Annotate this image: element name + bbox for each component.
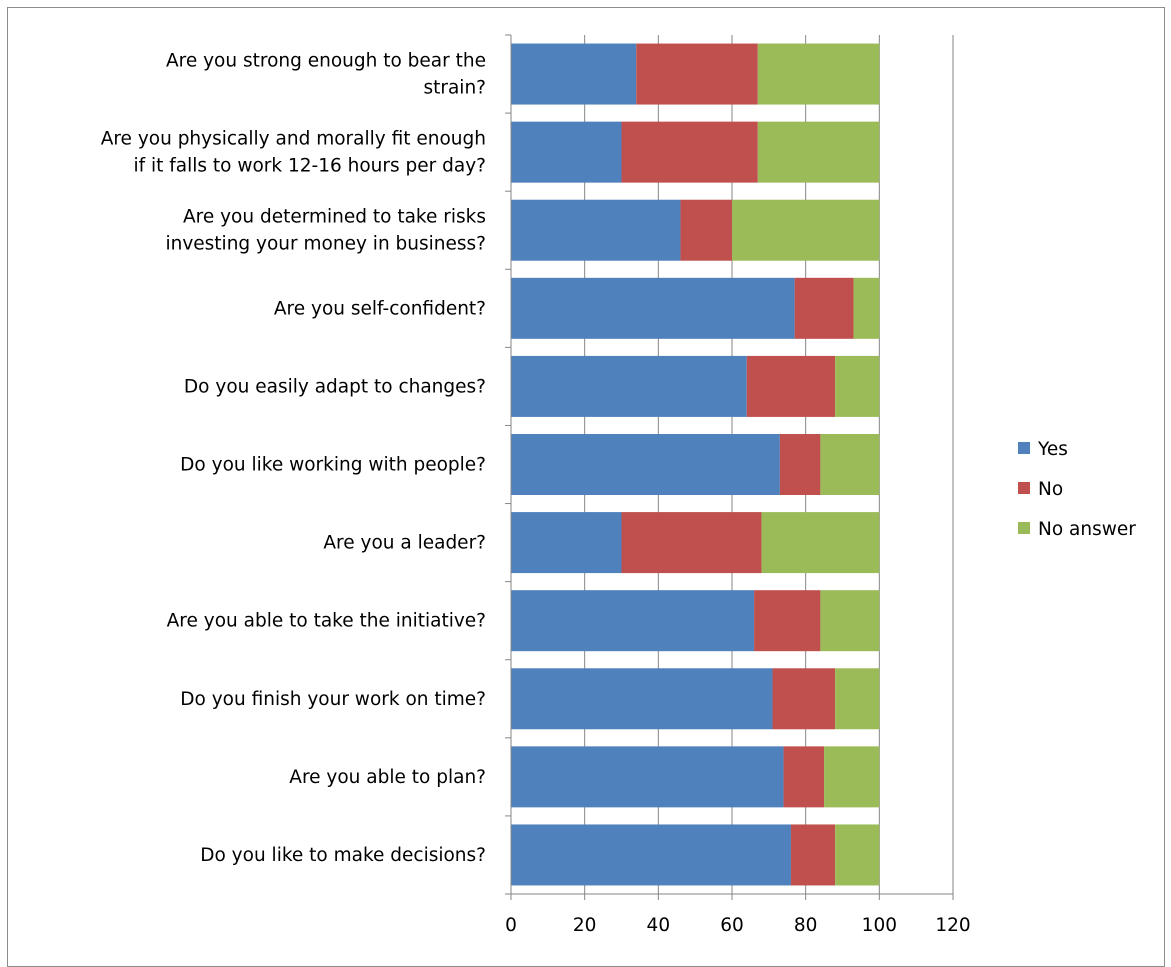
x-tick-label: 40 [647,915,671,936]
bar-no [779,434,821,495]
category-label: Are you a leader? [323,533,486,554]
category-label-line: Are you able to take the initiative? [167,611,486,632]
category-label-line: Are you physically and morally fit enoug… [101,129,486,150]
x-tick-label: 0 [505,915,517,936]
legend-swatch [1018,482,1030,494]
bar-no [790,824,836,886]
x-tick-labels: 0 20 40 60 80 100 120 [505,915,971,936]
category-labels: Are you strong enough to bear the strain?… [101,51,486,866]
bar-no-answer [757,43,880,105]
bar-yes [511,199,681,261]
bar-no [772,668,836,730]
bar-no-answer [835,668,880,730]
category-label-line: if it falls to work 12-16 hours per day? [133,156,486,177]
category-label-line: Do you easily adapt to changes? [184,376,486,397]
bar-no [794,277,854,339]
legend-swatch [1018,522,1030,534]
bar-no-answer [761,512,880,574]
axes [505,34,954,900]
category-label: Are you able to take the initiative? [167,611,486,632]
category-label: Are you physically and morally fit enoug… [101,129,486,177]
category-label: Are you able to plan? [289,767,486,788]
bar-no [621,512,762,574]
bar-no-answer [853,277,880,339]
x-tick-label: 80 [794,915,818,936]
legend: Yes No No answer [1018,439,1136,540]
category-label-line: Are you strong enough to bear the [166,51,486,72]
category-label-line: Are you able to plan? [289,767,486,788]
bar-yes [511,355,747,417]
bar-no [746,355,836,417]
legend-swatch [1018,442,1030,454]
bar-no [680,199,732,261]
bar-no-answer [824,746,880,808]
category-label-line: Do you finish your work on time? [180,689,486,710]
bar-yes [511,824,791,886]
bar-yes [511,43,637,105]
x-tick-label: 60 [720,915,744,936]
category-label: Are you strong enough to bear the strain? [166,51,486,99]
category-label: Are you determined to take risks investin… [165,207,486,255]
category-label-line: Are you a leader? [323,533,486,554]
bar-no-answer [835,355,880,417]
category-label: Do you like to make decisions? [200,845,486,866]
category-label: Are you self-confident? [274,298,486,319]
x-tick-label: 120 [935,915,970,936]
bar-yes [511,668,773,730]
category-label-line: Do you like to make decisions? [200,845,486,866]
category-label-line: Are you determined to take risks [183,207,486,228]
bar-yes [511,121,622,183]
category-label: Do you like working with people? [180,455,486,476]
bar-no [754,590,821,652]
legend-label: Yes [1037,439,1068,460]
category-label: Do you finish your work on time? [180,689,486,710]
bar-no [783,746,825,808]
bars [511,43,880,886]
bar-no [621,121,758,183]
bar-no-answer [757,121,880,183]
bar-no [636,43,758,105]
category-label-line: investing your money in business? [165,234,486,255]
legend-label: No [1038,479,1063,500]
bar-no-answer [835,824,880,886]
category-label-line: strain? [423,78,486,99]
bar-yes [511,746,784,808]
bar-yes [511,277,795,339]
x-tick-label: 20 [573,915,597,936]
bar-yes [511,590,755,652]
category-label: Do you easily adapt to changes? [184,376,486,397]
bar-yes [511,512,622,574]
bar-no-answer [820,434,880,495]
bar-no-answer [732,199,880,261]
bar-yes [511,434,780,495]
x-tick-label: 100 [862,915,897,936]
bar-no-answer [820,590,880,652]
category-label-line: Do you like working with people? [180,455,486,476]
category-label-line: Are you self-confident? [274,298,486,319]
legend-label: No answer [1038,519,1136,540]
